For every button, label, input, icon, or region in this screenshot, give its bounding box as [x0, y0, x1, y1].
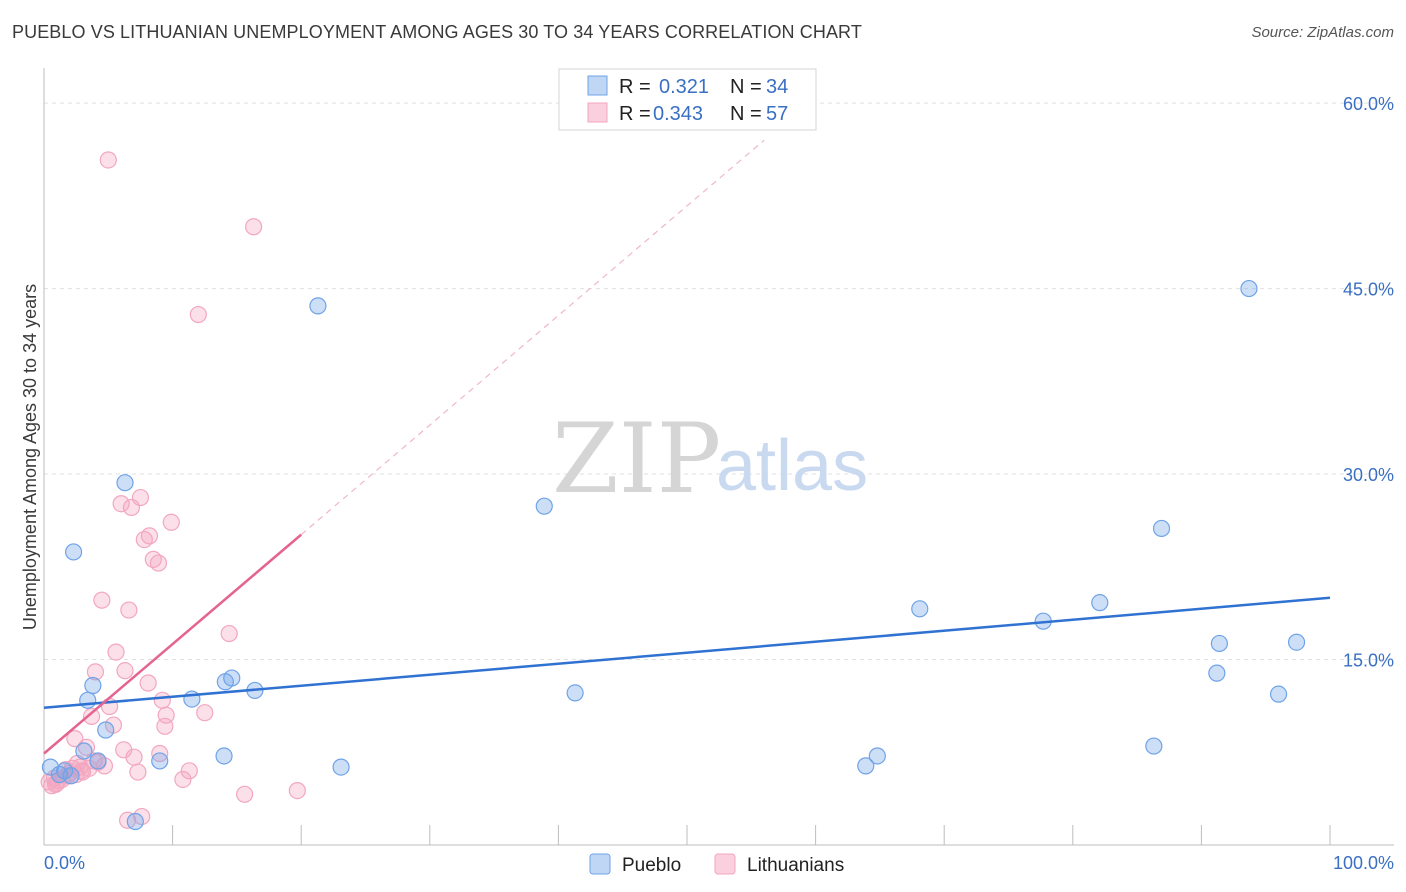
pueblo-point	[566, 684, 584, 702]
lithuanians-point	[86, 663, 105, 681]
y-tick-label: 45.0%	[1343, 280, 1394, 300]
x-tick-label-min: 0.0%	[44, 853, 85, 873]
y-tick-label: 15.0%	[1343, 651, 1394, 671]
pueblo-points	[41, 279, 1306, 831]
watermark-atlas: atlas	[716, 426, 868, 506]
pueblo-series-swatch	[589, 853, 611, 875]
lithuanians-point	[196, 704, 214, 722]
lithuanians-point	[93, 591, 111, 609]
pueblo-point	[535, 497, 553, 515]
lithuanians-point	[107, 643, 125, 661]
pueblo-point	[1240, 279, 1258, 298]
watermark-zip: ZIP	[552, 403, 721, 515]
chart-title: PUEBLO VS LITHUANIAN UNEMPLOYMENT AMONG …	[12, 22, 862, 42]
lithuanians-point	[129, 763, 147, 781]
lithuanians-point	[180, 762, 198, 780]
pueblo-point	[89, 752, 107, 770]
pueblo-legend-swatch	[587, 75, 608, 96]
pueblo-point	[79, 691, 97, 709]
pueblo-n-value: 34	[766, 76, 788, 98]
lithuanians-point	[236, 785, 254, 803]
y-tick-label: 60.0%	[1343, 94, 1394, 114]
y-axis-title: Unemployment Among Ages 30 to 34 years	[20, 284, 40, 630]
axes	[43, 68, 1394, 846]
lithuanians-point	[174, 770, 192, 789]
lithuanians-point	[120, 601, 138, 619]
lithuanians-point	[82, 707, 101, 726]
pueblo-point	[151, 752, 169, 770]
watermark: ZIP atlas	[552, 403, 868, 515]
pueblo-point	[857, 757, 875, 775]
y-tick-label: 30.0%	[1343, 465, 1394, 485]
lithuanians-point	[66, 730, 84, 748]
pueblo-n-label: N =	[730, 76, 762, 98]
gridlines	[44, 102, 1394, 661]
lithuanians-point	[149, 554, 168, 572]
pueblo-point	[1210, 634, 1229, 653]
pueblo-r-value: 0.321	[659, 76, 709, 98]
pueblo-series-label: Pueblo	[622, 855, 681, 876]
lithuanians-r-label: R =	[619, 103, 651, 125]
lithuanians-point	[220, 624, 238, 643]
lithuanians-n-label: N =	[730, 103, 762, 125]
x-tick-label-max: 100.0%	[1333, 853, 1394, 873]
lithuanians-r-value: 0.343	[653, 103, 703, 125]
pueblo-point	[97, 721, 115, 739]
lithuanians-trend-line	[43, 533, 303, 755]
pueblo-point	[868, 747, 886, 765]
pueblo-point	[64, 543, 83, 561]
pueblo-point	[62, 767, 80, 785]
trend-lines	[43, 139, 1331, 755]
y-tick-labels: 15.0% 30.0% 45.0% 60.0%	[1343, 94, 1394, 670]
lithuanians-trend-extension	[300, 139, 765, 536]
lithuanians-point	[125, 748, 143, 766]
lithuanians-point	[140, 527, 159, 545]
pueblo-point	[332, 758, 350, 776]
lithuanians-points	[40, 151, 306, 829]
pueblo-point	[116, 474, 134, 492]
pueblo-point	[215, 747, 233, 765]
pueblo-point	[309, 297, 327, 315]
lithuanians-point	[245, 218, 263, 236]
lithuanians-point	[157, 706, 175, 724]
lithuanians-point	[162, 513, 180, 531]
pueblo-point	[126, 812, 144, 831]
pueblo-point	[1287, 633, 1306, 651]
pueblo-point	[84, 676, 102, 695]
lithuanians-point	[116, 662, 134, 680]
lithuanians-point	[288, 781, 306, 800]
lithuanians-point	[189, 305, 207, 324]
pueblo-point	[1091, 594, 1109, 612]
pueblo-point	[1145, 737, 1163, 755]
pueblo-point	[223, 669, 241, 687]
lithuanians-series-swatch	[714, 853, 736, 875]
pueblo-point	[911, 600, 929, 618]
x-ticks	[172, 825, 1331, 845]
pueblo-r-label: R =	[619, 76, 651, 98]
pueblo-point	[75, 742, 93, 760]
series-legend: Pueblo Lithuanians	[589, 853, 844, 876]
lithuanians-point	[139, 674, 157, 692]
lithuanians-point	[49, 772, 67, 790]
lithuanians-series-label: Lithuanians	[747, 855, 844, 876]
lithuanians-legend-swatch	[587, 102, 608, 123]
lithuanians-point	[131, 488, 150, 507]
lithuanians-point	[99, 151, 117, 169]
lithuanians-point	[112, 495, 130, 513]
pueblo-point	[1152, 519, 1171, 538]
stats-legend: R = 0.321 N = 34 R = 0.343 N = 57	[558, 68, 817, 131]
pueblo-trend-line	[43, 596, 1331, 709]
pueblo-point	[1208, 664, 1226, 682]
lithuanians-n-value: 57	[766, 103, 788, 125]
lithuanians-point	[153, 691, 171, 709]
lithuanians-point	[85, 752, 103, 770]
source-label: Source: ZipAtlas.com	[1251, 24, 1394, 41]
pueblo-point	[1269, 685, 1288, 703]
